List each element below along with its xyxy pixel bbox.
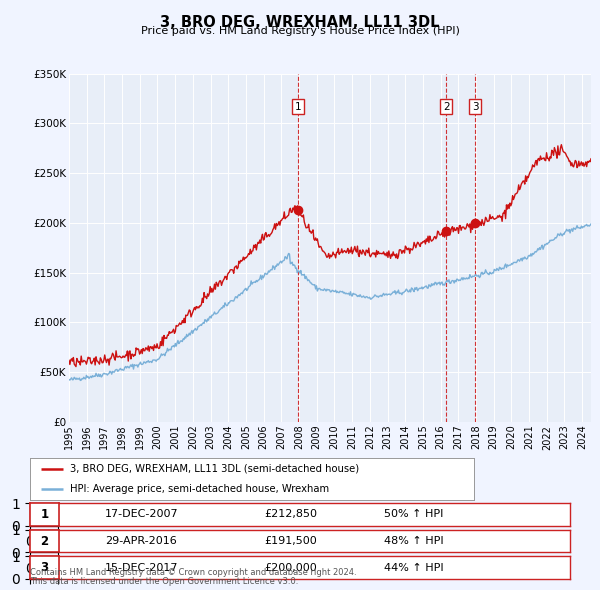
- Text: This data is licensed under the Open Government Licence v3.0.: This data is licensed under the Open Gov…: [30, 578, 298, 586]
- Text: £212,850: £212,850: [264, 510, 317, 519]
- Text: 3: 3: [472, 102, 479, 112]
- Text: 3: 3: [40, 561, 49, 574]
- Text: 1: 1: [295, 102, 302, 112]
- Text: Contains HM Land Registry data © Crown copyright and database right 2024.: Contains HM Land Registry data © Crown c…: [30, 568, 356, 577]
- Text: 15-DEC-2017: 15-DEC-2017: [105, 563, 179, 572]
- Text: 2: 2: [443, 102, 449, 112]
- Text: 1: 1: [40, 508, 49, 521]
- Text: 48% ↑ HPI: 48% ↑ HPI: [384, 536, 443, 546]
- Text: 29-APR-2016: 29-APR-2016: [105, 536, 177, 546]
- Text: £191,500: £191,500: [264, 536, 317, 546]
- Text: £200,000: £200,000: [264, 563, 317, 572]
- Text: 3, BRO DEG, WREXHAM, LL11 3DL: 3, BRO DEG, WREXHAM, LL11 3DL: [160, 15, 440, 30]
- Text: HPI: Average price, semi-detached house, Wrexham: HPI: Average price, semi-detached house,…: [70, 484, 329, 494]
- Text: 50% ↑ HPI: 50% ↑ HPI: [384, 510, 443, 519]
- Text: 3, BRO DEG, WREXHAM, LL11 3DL (semi-detached house): 3, BRO DEG, WREXHAM, LL11 3DL (semi-deta…: [70, 464, 359, 474]
- Text: 44% ↑ HPI: 44% ↑ HPI: [384, 563, 443, 572]
- Text: Price paid vs. HM Land Registry's House Price Index (HPI): Price paid vs. HM Land Registry's House …: [140, 26, 460, 36]
- Text: 2: 2: [40, 535, 49, 548]
- Text: 17-DEC-2007: 17-DEC-2007: [105, 510, 179, 519]
